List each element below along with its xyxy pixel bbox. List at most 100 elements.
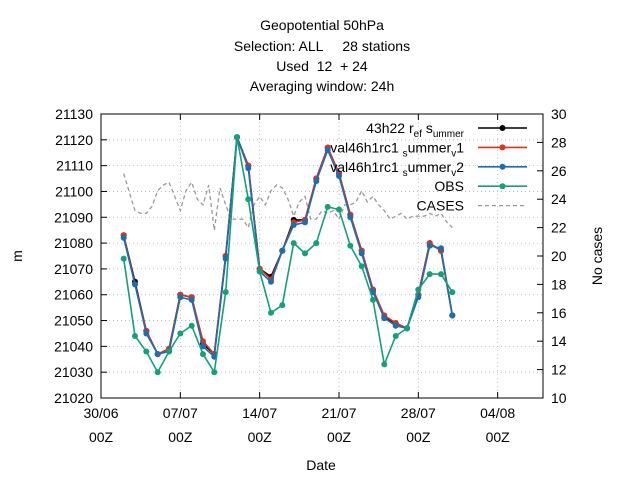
- x-tick-label: 28/07: [401, 405, 436, 421]
- legend-marker: [499, 125, 506, 131]
- data-point: [143, 348, 150, 355]
- data-point: [245, 165, 252, 172]
- data-point: [381, 315, 388, 321]
- y2-tick-label: 12: [551, 362, 567, 378]
- y2-tick-label: 24: [551, 191, 567, 207]
- series-line: [123, 173, 453, 231]
- title-line-2: Selection: ALL 28 stations: [234, 38, 410, 54]
- data-point: [404, 325, 410, 332]
- y-tick-label: 21050: [54, 313, 93, 329]
- data-point: [426, 271, 433, 278]
- legend-item: OBS: [434, 178, 527, 194]
- y-tick-label: 21060: [54, 287, 93, 303]
- data-point: [188, 322, 195, 329]
- legend-marker: [499, 144, 506, 151]
- data-point: [290, 240, 297, 247]
- legend-label: OBS: [434, 178, 464, 194]
- data-point: [245, 196, 252, 203]
- y2-tick-label: 16: [551, 305, 567, 321]
- axes: 21020 21030 21040 21050 21060 21070 21080 21090…: [54, 106, 567, 445]
- y2-tick-label: 20: [551, 248, 567, 264]
- data-point: [120, 255, 127, 262]
- y-tick-label: 21020: [54, 390, 93, 406]
- y-tick-label: 21120: [55, 132, 93, 148]
- legend-label: val46h1rc1 summerv1: [330, 139, 464, 159]
- chart-title: Geopotential 50hPa Selection: ALL 28 sta…: [234, 17, 410, 94]
- series-cases: [123, 173, 453, 231]
- legend-label: 43h22 ref summer: [366, 120, 465, 140]
- legend-item: val46h1rc1 summerv2: [330, 159, 527, 179]
- data-point: [154, 351, 161, 358]
- legend-marker: [499, 163, 506, 170]
- legend-item: 43h22 ref summer: [366, 120, 527, 140]
- y2-tick-label: 10: [551, 390, 567, 406]
- data-point: [302, 219, 308, 226]
- y2-tick-label: 28: [551, 134, 567, 150]
- data-point: [426, 242, 433, 249]
- series-obs: [120, 134, 456, 376]
- data-point: [256, 268, 263, 275]
- data-point: [154, 369, 161, 376]
- data-point: [268, 278, 274, 285]
- x-axis-label: Date: [306, 457, 336, 473]
- data-point: [132, 333, 138, 339]
- data-point: [381, 361, 388, 368]
- data-point: [143, 330, 150, 337]
- data-point: [313, 240, 320, 247]
- data-point: [290, 222, 297, 228]
- data-point: [302, 250, 308, 257]
- y-tick-label: 21040: [54, 338, 93, 354]
- y-tick-label: 21090: [54, 209, 93, 225]
- data-point: [177, 330, 184, 337]
- data-point: [200, 343, 206, 350]
- x-tick-label: 14/07: [242, 405, 277, 421]
- legend-label: CASES: [417, 198, 464, 214]
- data-point: [222, 289, 229, 296]
- y-tick-label: 21130: [55, 106, 93, 122]
- data-point: [370, 296, 376, 303]
- x-tick-label: 00Z: [486, 429, 511, 445]
- data-point: [347, 242, 354, 249]
- legend-item: CASES: [417, 198, 527, 214]
- data-point: [324, 203, 331, 210]
- data-point: [347, 214, 354, 221]
- data-point: [211, 369, 218, 376]
- y2-tick-label: 30: [551, 106, 567, 122]
- data-point: [222, 255, 229, 262]
- y-tick-label: 21100: [55, 183, 93, 199]
- data-point: [392, 333, 399, 339]
- data-point: [449, 312, 456, 319]
- data-point: [358, 250, 365, 257]
- x-tick-label: 04/08: [480, 405, 515, 421]
- x-tick-label: 07/07: [163, 405, 198, 421]
- y-tick-label: 21030: [54, 364, 93, 380]
- y-axis-label: m: [9, 250, 25, 262]
- y2-tick-label: 14: [551, 333, 567, 349]
- x-tick-label: 21/07: [321, 405, 356, 421]
- y2-axis-label: No cases: [589, 227, 605, 285]
- data-point: [120, 234, 127, 241]
- data-point: [438, 271, 444, 278]
- x-tick-label: 00Z: [248, 429, 273, 445]
- title-line-4: Averaging window: 24h: [250, 78, 395, 94]
- y-tick-label: 21070: [54, 261, 93, 277]
- data-point: [268, 309, 274, 316]
- data-point: [177, 294, 184, 301]
- data-point: [438, 245, 444, 252]
- data-point: [358, 263, 365, 270]
- legend-marker: [499, 183, 506, 190]
- data-point: [279, 247, 286, 254]
- x-tick-label: 30/06: [83, 405, 118, 421]
- data-point: [392, 322, 399, 329]
- data-point: [336, 173, 342, 179]
- data-point: [279, 302, 286, 309]
- data-point: [415, 286, 422, 293]
- series-layer: [120, 134, 456, 376]
- legend-item: val46h1rc1 summerv1: [330, 139, 527, 159]
- legend-label: val46h1rc1 summerv2: [330, 159, 464, 179]
- data-point: [324, 147, 331, 154]
- x-tick-label: 00Z: [168, 429, 193, 445]
- y-tick-label: 21080: [54, 235, 93, 251]
